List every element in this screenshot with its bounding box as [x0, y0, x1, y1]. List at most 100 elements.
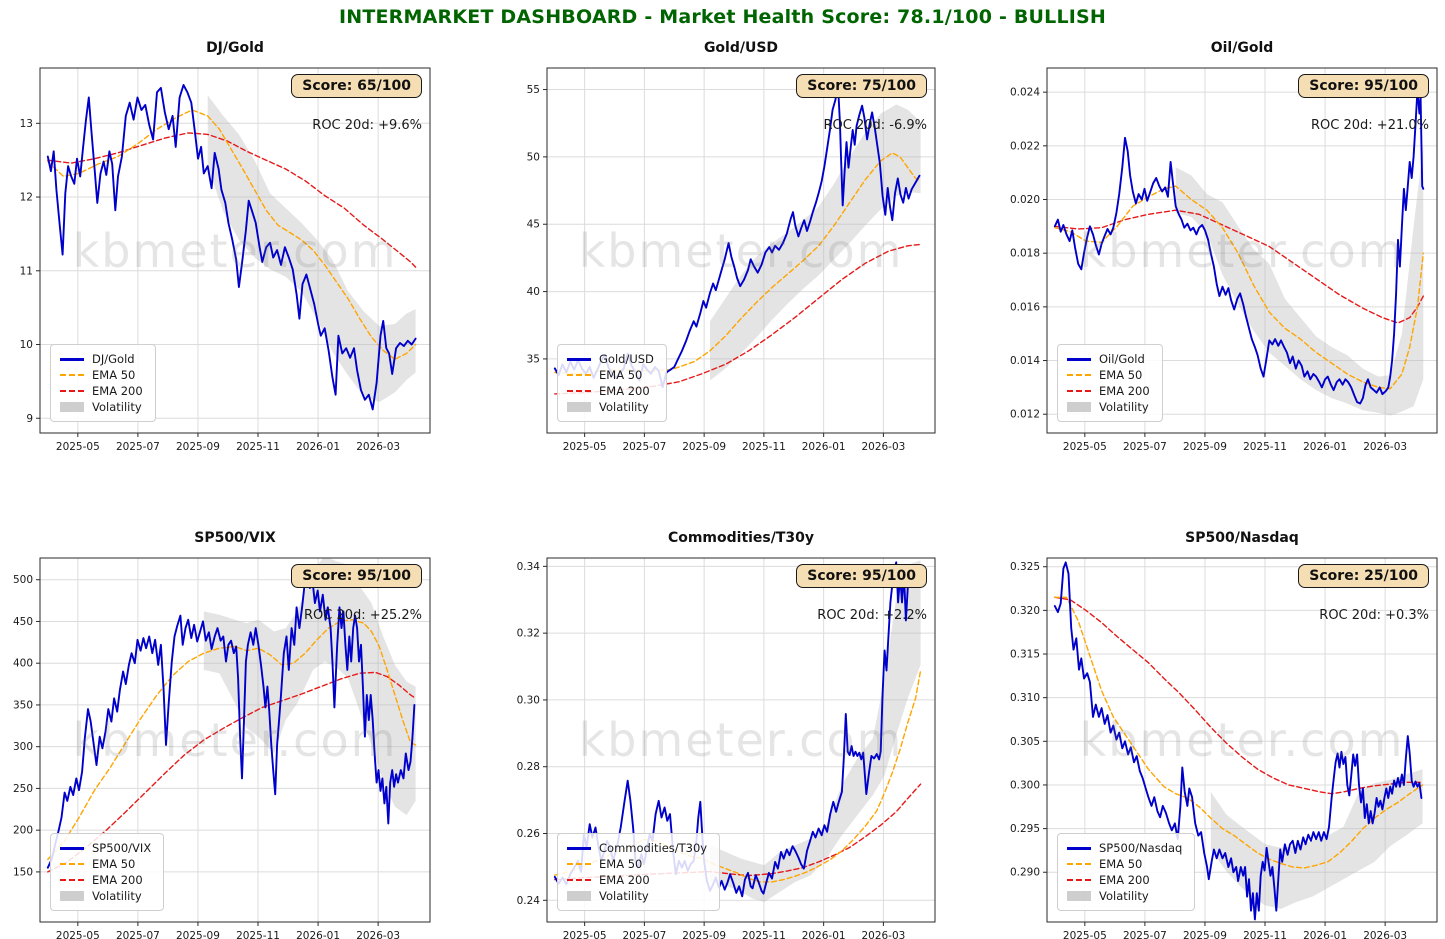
legend-item-ema200: EMA 200 — [1067, 872, 1182, 888]
svg-text:2025-05: 2025-05 — [56, 441, 100, 453]
score-badge: Score: 95/100 — [796, 564, 927, 588]
chart-title: SP500/Nasdaq — [1185, 530, 1299, 546]
chart-panel-oil-gold: 2025-05 2025-07 2025-09 2025-11 2026-01 2026-… — [1002, 30, 1445, 457]
legend: Commodities/T30y EMA 50 EMA 200 Volatili… — [557, 833, 721, 911]
svg-text:0.016: 0.016 — [1010, 301, 1040, 313]
svg-text:2025-09: 2025-09 — [682, 930, 726, 939]
svg-text:2025-11: 2025-11 — [742, 930, 786, 939]
svg-text:2026-01: 2026-01 — [1303, 441, 1347, 453]
legend-item-volatility: Volatility — [60, 399, 143, 415]
ema200-line-swatch — [1067, 879, 1091, 881]
legend-item-volatility: Volatility — [567, 888, 707, 904]
chart-panel-commodities-t30y: 2025-05 2025-07 2025-09 2025-11 2026-01 2026-… — [502, 520, 950, 939]
chart-canvas-dj-gold: 2025-05 2025-07 2025-09 2025-11 2026-01 2026-… — [20, 67, 431, 453]
ema50-line-swatch — [60, 863, 84, 865]
svg-text:0.28: 0.28 — [517, 761, 540, 773]
price-line-swatch — [567, 846, 591, 850]
svg-text:55: 55 — [527, 84, 540, 96]
svg-text:0.300: 0.300 — [1010, 779, 1040, 791]
legend: Gold/USD EMA 50 EMA 200 Volatility — [557, 344, 667, 422]
svg-text:50: 50 — [527, 151, 540, 163]
svg-text:2025-05: 2025-05 — [56, 930, 100, 939]
svg-text:2026-03: 2026-03 — [1363, 441, 1407, 453]
legend-item-price: SP500/Nasdaq — [1067, 840, 1182, 856]
volatility-band-swatch — [60, 891, 84, 901]
ema200-line-swatch — [1067, 390, 1091, 392]
legend-item-ema50: EMA 50 — [1067, 856, 1182, 872]
legend-item-ema50: EMA 50 — [60, 856, 151, 872]
score-badge: Score: 65/100 — [291, 74, 422, 98]
ema200-line-swatch — [567, 879, 591, 881]
roc-label: ROC 20d: +9.6% — [312, 118, 422, 133]
roc-label: ROC 20d: +25.2% — [304, 608, 422, 623]
svg-text:2025-11: 2025-11 — [742, 441, 786, 453]
chart-panel-gold-usd: 2025-05 2025-07 2025-09 2025-11 2026-01 2026-… — [502, 30, 950, 457]
legend-item-price: DJ/Gold — [60, 351, 143, 367]
svg-text:2025-07: 2025-07 — [116, 441, 160, 453]
chart-panel-sp500-vix: 2025-05 2025-07 2025-09 2025-11 2026-01 2026-… — [0, 520, 445, 939]
svg-text:45: 45 — [527, 219, 540, 231]
svg-text:40: 40 — [527, 286, 540, 298]
svg-text:0.24: 0.24 — [517, 895, 541, 907]
volatility-band-swatch — [1067, 891, 1091, 901]
svg-text:2025-09: 2025-09 — [1183, 441, 1227, 453]
svg-text:2025-07: 2025-07 — [1123, 930, 1167, 939]
svg-text:2025-07: 2025-07 — [116, 930, 160, 939]
legend-item-volatility: Volatility — [1067, 399, 1150, 415]
ema50-line-swatch — [567, 863, 591, 865]
volatility-band-swatch — [1067, 402, 1091, 412]
legend-item-volatility: Volatility — [60, 888, 151, 904]
volatility-band-swatch — [567, 891, 591, 901]
svg-text:2026-03: 2026-03 — [356, 930, 400, 939]
chart-canvas-gold-usd: 2025-05 2025-07 2025-09 2025-11 2026-01 2026-… — [527, 67, 936, 453]
svg-text:2025-09: 2025-09 — [176, 441, 220, 453]
score-badge: Score: 95/100 — [291, 564, 422, 588]
legend-item-price: Oil/Gold — [1067, 351, 1150, 367]
legend-item-price: Gold/USD — [567, 351, 654, 367]
svg-text:2025-11: 2025-11 — [236, 930, 280, 939]
price-line-swatch — [60, 357, 84, 361]
legend-item-ema200: EMA 200 — [567, 383, 654, 399]
legend: SP500/VIX EMA 50 EMA 200 Volatility — [50, 833, 165, 911]
svg-text:9: 9 — [26, 413, 33, 425]
svg-text:2025-09: 2025-09 — [176, 930, 220, 939]
svg-text:0.014: 0.014 — [1010, 355, 1040, 367]
roc-label: ROC 20d: +0.3% — [1319, 608, 1429, 623]
svg-text:2026-01: 2026-01 — [296, 930, 340, 939]
svg-text:0.290: 0.290 — [1010, 867, 1040, 879]
svg-text:0.325: 0.325 — [1010, 561, 1040, 573]
legend-item-ema200: EMA 200 — [60, 383, 143, 399]
roc-label: ROC 20d: -6.9% — [823, 118, 928, 133]
svg-text:0.305: 0.305 — [1010, 736, 1040, 748]
svg-text:2025-07: 2025-07 — [1123, 441, 1167, 453]
svg-text:350: 350 — [13, 699, 33, 711]
chart-title: Gold/USD — [703, 40, 779, 56]
legend-item-ema50: EMA 50 — [60, 367, 143, 383]
price-line-swatch — [567, 357, 591, 361]
svg-text:2026-01: 2026-01 — [802, 930, 846, 939]
svg-text:2026-03: 2026-03 — [861, 930, 905, 939]
svg-text:0.295: 0.295 — [1010, 823, 1040, 835]
svg-text:0.320: 0.320 — [1010, 605, 1040, 617]
svg-text:2026-03: 2026-03 — [356, 441, 400, 453]
legend-item-ema50: EMA 50 — [567, 367, 654, 383]
chart-title: Commodities/T30y — [667, 530, 815, 546]
legend: Oil/Gold EMA 50 EMA 200 Volatility — [1057, 344, 1163, 422]
ema200-line-swatch — [60, 879, 84, 881]
svg-text:2026-03: 2026-03 — [1363, 930, 1407, 939]
roc-label: ROC 20d: +21.0% — [1311, 118, 1429, 133]
svg-text:0.018: 0.018 — [1010, 248, 1040, 260]
svg-text:2025-05: 2025-05 — [1063, 930, 1107, 939]
svg-text:0.315: 0.315 — [1010, 649, 1040, 661]
svg-text:0.26: 0.26 — [517, 828, 541, 840]
page-title: INTERMARKET DASHBOARD - Market Health Sc… — [338, 6, 1107, 28]
legend-item-ema200: EMA 200 — [60, 872, 151, 888]
svg-text:2025-11: 2025-11 — [236, 441, 280, 453]
ema50-line-swatch — [60, 374, 84, 376]
legend-item-ema200: EMA 200 — [1067, 383, 1150, 399]
svg-text:2026-01: 2026-01 — [296, 441, 340, 453]
svg-text:2026-01: 2026-01 — [802, 441, 846, 453]
price-line-swatch — [60, 846, 84, 850]
svg-text:35: 35 — [527, 353, 540, 365]
svg-text:0.310: 0.310 — [1010, 692, 1040, 704]
